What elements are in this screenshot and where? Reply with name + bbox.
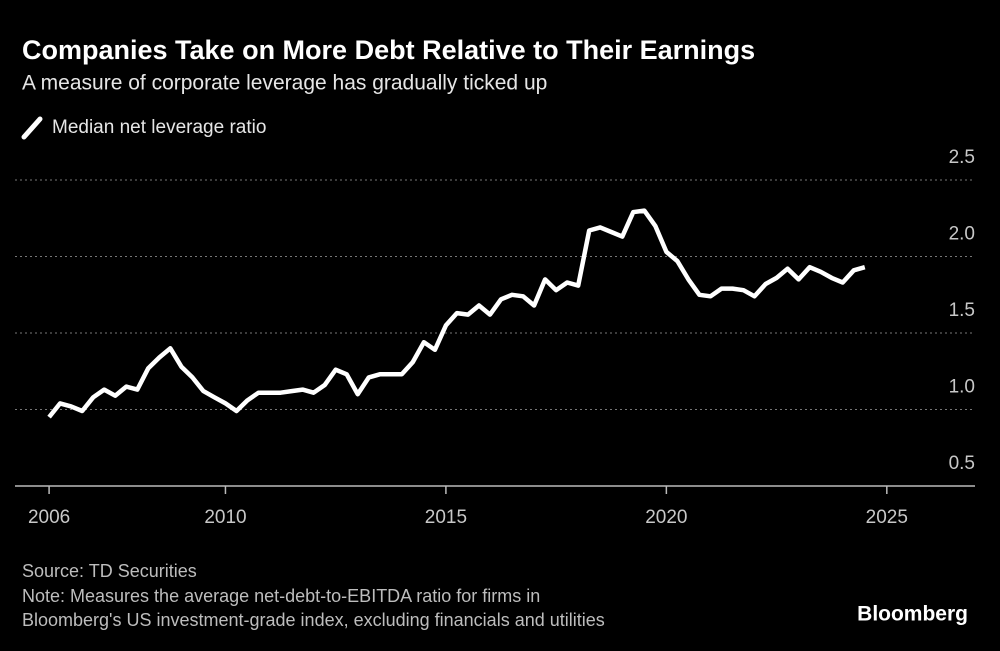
- note: Bloomberg's US investment-grade index, e…: [22, 610, 605, 630]
- x-tick-label: 2010: [204, 507, 246, 528]
- x-tick-label: 2020: [645, 507, 687, 528]
- y-tick-label: 2.5: [949, 147, 975, 168]
- y-tick-label: 2.0: [949, 224, 975, 245]
- data-line: [47, 208, 866, 419]
- note: Note: Measures the average net-debt-to-E…: [22, 586, 540, 606]
- legend-swatch: [21, 116, 43, 140]
- chart-subtitle: A measure of corporate leverage has grad…: [22, 72, 547, 95]
- chart-title: Companies Take on More Debt Relative to …: [22, 35, 755, 65]
- y-tick-label: 1.5: [949, 300, 975, 321]
- source: Source: TD Securities: [22, 561, 197, 581]
- x-tick-label: 2015: [425, 507, 467, 528]
- legend-label: Median net leverage ratio: [52, 117, 266, 138]
- brand: Bloomberg: [857, 603, 968, 626]
- y-tick-label: 0.5: [949, 453, 975, 474]
- y-tick-label: 1.0: [949, 377, 975, 398]
- x-tick-label: 2025: [866, 507, 908, 528]
- x-tick-label: 2006: [28, 507, 70, 528]
